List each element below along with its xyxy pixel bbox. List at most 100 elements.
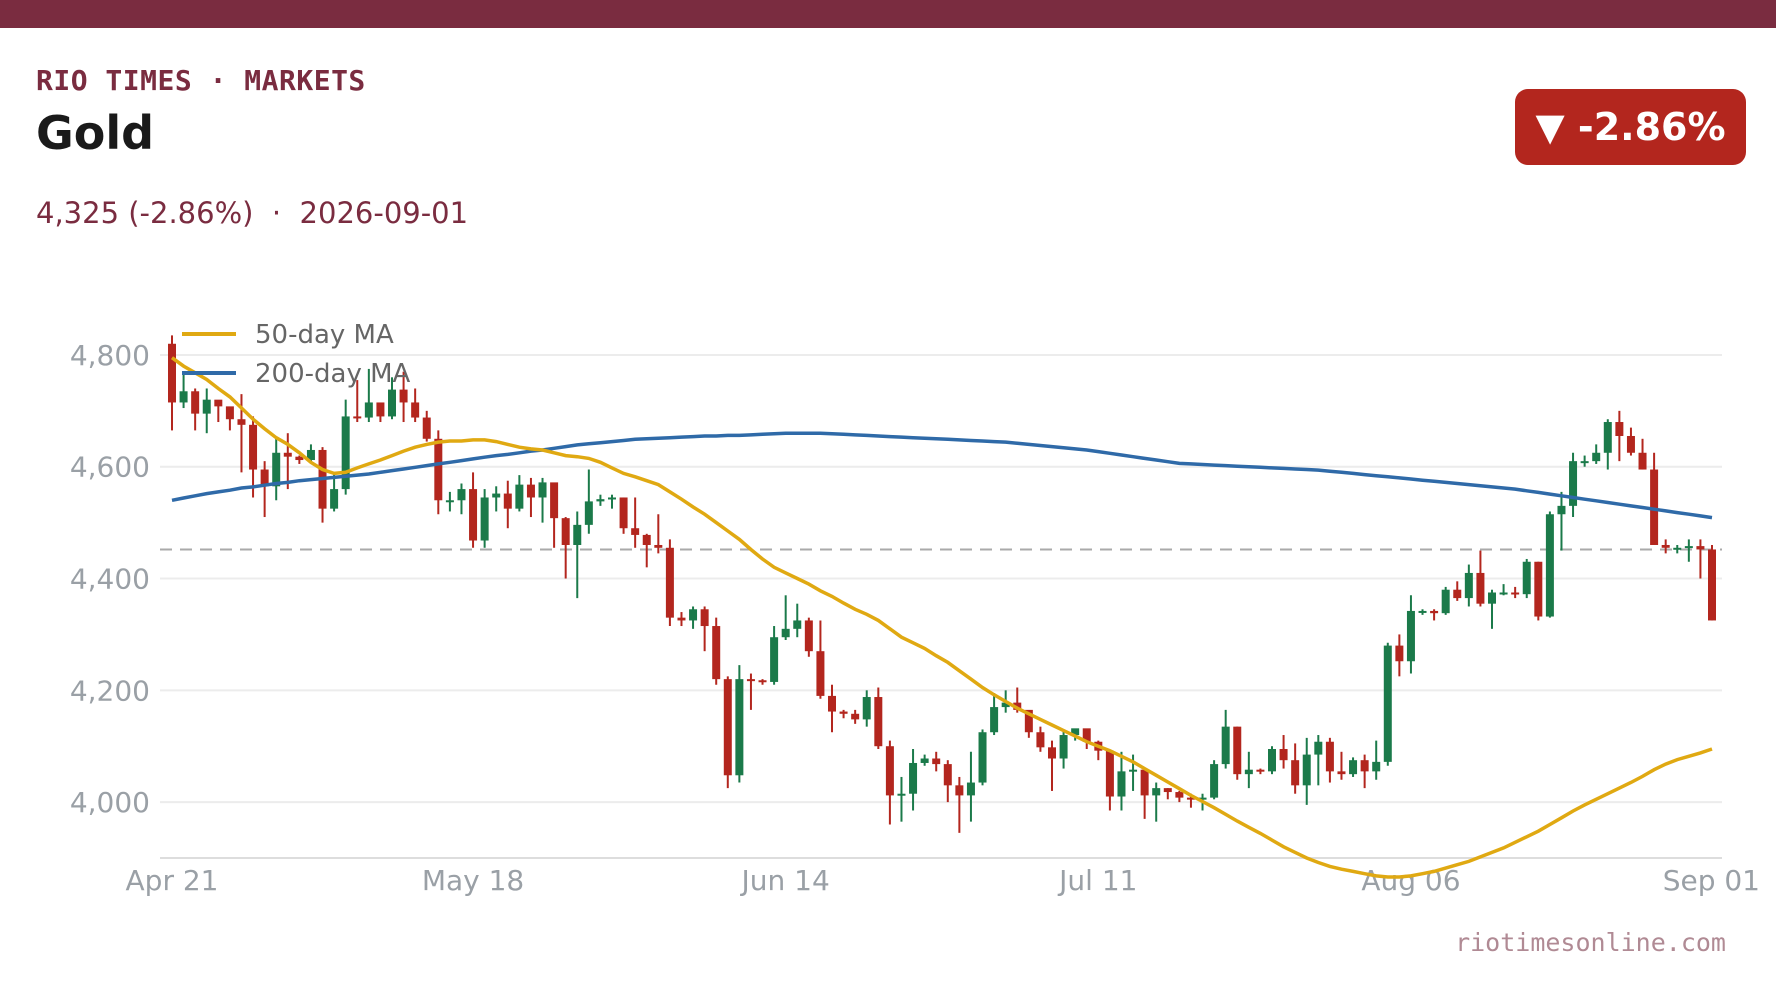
candle-body [851, 713, 860, 720]
candle-body [492, 493, 501, 498]
candle-body [376, 402, 385, 417]
candle-body [1395, 645, 1404, 662]
candle-body [990, 707, 999, 733]
candle-body [1557, 505, 1566, 515]
candle-body [191, 391, 200, 414]
candle-body [1268, 749, 1276, 772]
candle-body [1175, 792, 1184, 798]
y-tick-label: 4,200 [70, 674, 150, 707]
candle-body [1430, 610, 1439, 614]
candle-body [1163, 788, 1172, 793]
candle-body [457, 489, 466, 501]
candle-body [596, 499, 605, 502]
moving-averages [170, 356, 1713, 879]
candle-body [306, 449, 315, 461]
candle-body [1048, 747, 1056, 759]
candle-body [434, 438, 443, 501]
y-tick-label: 4,800 [70, 339, 150, 372]
candle-body [1569, 461, 1578, 506]
candle-body [202, 399, 211, 414]
x-tick-label: Jul 11 [1057, 864, 1137, 897]
candle-body [1580, 461, 1589, 464]
candle-body [700, 609, 709, 627]
candle-body [1383, 645, 1392, 762]
candle-body [1511, 592, 1520, 595]
candle-body [1059, 735, 1068, 759]
candle-body [1210, 764, 1219, 798]
candle-body [874, 697, 883, 747]
candle-body [1360, 760, 1369, 772]
candle-body [1684, 546, 1693, 549]
candle-body [561, 518, 570, 545]
candle-body [469, 489, 478, 541]
candle-body [1140, 769, 1149, 796]
candle-body [677, 617, 686, 621]
candle-body [723, 679, 732, 776]
candle-body [654, 544, 663, 548]
x-tick-label: Sep 01 [1663, 864, 1760, 897]
candle-body [608, 497, 616, 500]
candle-body [920, 758, 929, 763]
page-title: Gold [36, 106, 155, 160]
legend: 50-day MA 200-day MA [182, 320, 411, 389]
candle-body [619, 497, 628, 529]
candle-body [943, 764, 952, 786]
candle-body [665, 547, 674, 618]
candle-body [1221, 726, 1230, 765]
candle-body [1071, 728, 1080, 736]
price-subtitle: 4,325 (-2.86%) · 2026-09-01 [36, 196, 469, 230]
candle-body [168, 343, 176, 403]
candle-body [793, 620, 802, 629]
candle-body [341, 416, 350, 490]
y-tick-label: 4,000 [70, 786, 150, 819]
x-tick-label: May 18 [422, 864, 524, 897]
candle-body [746, 679, 755, 682]
candle-body [422, 417, 431, 439]
change-badge: ▼ -2.86% [1515, 89, 1746, 165]
candle-body [955, 785, 964, 796]
candle-body [1406, 610, 1415, 662]
candle-body [272, 452, 281, 487]
y-tick-label: 4,600 [70, 451, 150, 484]
candle-body [1372, 761, 1381, 772]
top-brand-bar [0, 0, 1776, 28]
candle-body [445, 500, 454, 503]
candle-body [1152, 788, 1161, 796]
candle-body [225, 406, 234, 420]
candle-body [966, 782, 975, 796]
ma50-line [170, 356, 1713, 879]
candle-body [1453, 589, 1462, 599]
candle-body [1673, 547, 1682, 550]
y-axis-ticks: 4,000 4,200 4,400 4,600 4,800 [70, 339, 150, 819]
x-tick-label: Jun 14 [740, 864, 830, 897]
candle-body [932, 758, 941, 765]
candle-body [770, 637, 779, 682]
legend-label-ma200: 200-day MA [255, 359, 411, 389]
candle-body [839, 711, 848, 714]
candle-body [295, 456, 304, 461]
candle-body [1626, 435, 1635, 453]
candle-body [1129, 769, 1138, 772]
candle-body [249, 424, 258, 470]
candle-body [1117, 771, 1126, 797]
candle-body [503, 493, 512, 509]
candle-body [388, 389, 396, 417]
x-axis-ticks: Apr 21 May 18 Jun 14 Jul 11 Aug 06 Sep 01 [126, 864, 1760, 897]
candle-body [1291, 760, 1300, 786]
candle-body [1534, 561, 1543, 617]
candle-body [1186, 797, 1195, 800]
candle-body [909, 762, 918, 794]
candle-body [515, 484, 524, 509]
candle-body [573, 524, 582, 545]
candle-body [781, 628, 790, 638]
candle-body [1708, 549, 1716, 621]
candle-body [179, 391, 188, 403]
candle-body [411, 402, 420, 418]
candle-body [828, 695, 836, 712]
candle-body [758, 680, 767, 683]
legend-label-ma50: 50-day MA [255, 320, 394, 350]
candle-body [1661, 544, 1670, 548]
ma200-line [171, 431, 1713, 520]
candle-body [1256, 769, 1265, 772]
